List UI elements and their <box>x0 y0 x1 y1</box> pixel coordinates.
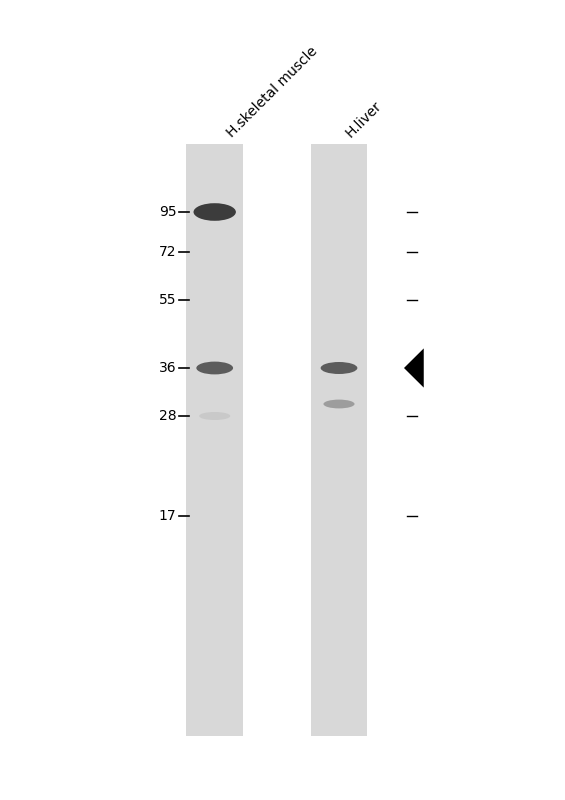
Text: 36: 36 <box>159 361 176 375</box>
FancyBboxPatch shape <box>186 144 243 736</box>
Text: 28: 28 <box>159 409 176 423</box>
FancyBboxPatch shape <box>311 144 367 736</box>
Polygon shape <box>404 349 424 388</box>
Text: H.liver: H.liver <box>343 98 385 140</box>
Ellipse shape <box>193 203 236 221</box>
Ellipse shape <box>321 362 358 374</box>
Ellipse shape <box>323 399 355 408</box>
Text: 72: 72 <box>159 245 176 259</box>
Ellipse shape <box>197 362 233 374</box>
Ellipse shape <box>199 412 231 420</box>
Text: H.skeletal muscle: H.skeletal muscle <box>224 44 321 140</box>
Text: 95: 95 <box>159 205 176 219</box>
Ellipse shape <box>201 456 229 463</box>
Text: 55: 55 <box>159 293 176 307</box>
Text: 17: 17 <box>159 509 176 523</box>
